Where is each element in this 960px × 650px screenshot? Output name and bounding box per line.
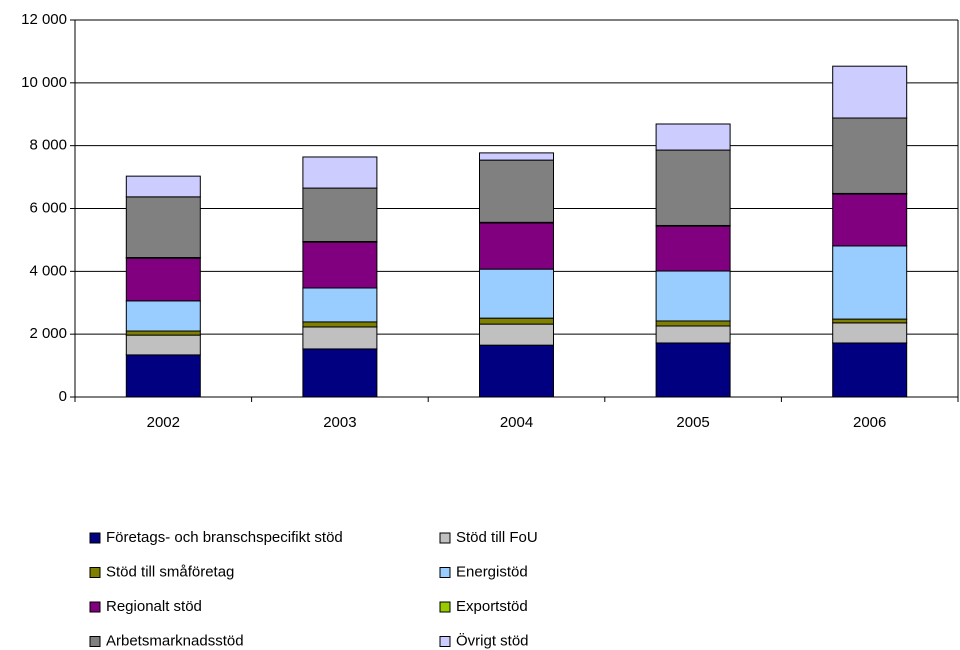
bar-segment (479, 344, 554, 398)
bar-segment (302, 241, 378, 289)
legend-label: Stöd till FoU (456, 529, 538, 546)
legend-label: Regionalt stöd (106, 598, 202, 615)
bar-segment (125, 175, 201, 198)
bar-segment (125, 354, 201, 398)
bar-segment (655, 320, 731, 327)
bar-segment (832, 322, 908, 344)
legend-label: Företags- och branschspecifikt stöd (106, 529, 343, 546)
legend-label: Energistöd (456, 563, 528, 580)
bar-segment (302, 321, 378, 328)
y-tick-label: 4 000 (29, 262, 67, 279)
y-tick-label: 2 000 (29, 325, 67, 342)
x-tick-label: 2004 (500, 414, 533, 431)
x-tick-label: 2003 (323, 414, 356, 431)
bar-segment (479, 152, 554, 161)
y-tick-label: 10 000 (21, 74, 67, 91)
bar-segment (479, 222, 554, 270)
bar-segment (125, 257, 201, 302)
legend-label: Arbetsmarknadsstöd (106, 632, 244, 649)
bar-segment (832, 342, 908, 398)
bar-segment (832, 117, 908, 194)
bar-segment (832, 65, 908, 119)
legend-swatch (89, 532, 101, 544)
bar-segment (832, 318, 908, 324)
bar-segment (302, 348, 378, 398)
bar-segment (655, 325, 731, 344)
bar-segment (125, 334, 201, 356)
bar-segment (655, 225, 731, 272)
bar-segment (655, 270, 731, 322)
bar-segment (479, 317, 554, 325)
y-tick-label: 12 000 (21, 11, 67, 28)
bar-segment (302, 326, 378, 350)
bar-segment (302, 187, 378, 242)
y-tick-label: 8 000 (29, 137, 67, 154)
legend-label: Exportstöd (456, 598, 528, 615)
bar-segment (655, 123, 731, 151)
legend-swatch (439, 601, 451, 613)
legend-label: Stöd till småföretag (106, 563, 234, 580)
legend-swatch (439, 532, 451, 544)
bar-segment (302, 156, 378, 189)
bar-segment (479, 323, 554, 346)
legend-label: Övrigt stöd (456, 631, 529, 649)
y-tick-label: 6 000 (29, 199, 67, 216)
legend-swatch (89, 601, 101, 613)
bar-segment (479, 159, 554, 223)
bar-segment (832, 193, 908, 247)
bar-segment (302, 287, 378, 323)
bar-segment (125, 330, 201, 336)
bar-segment (479, 268, 554, 319)
bar-segment (125, 300, 201, 332)
x-tick-label: 2002 (147, 414, 180, 431)
legend-swatch (89, 636, 101, 647)
bar-segment (832, 245, 908, 320)
x-tick-label: 2006 (853, 414, 886, 431)
legend-swatch (439, 567, 451, 578)
legend-swatch (89, 567, 101, 578)
bar-segment (655, 342, 731, 398)
bar-segment (655, 149, 731, 226)
x-tick-label: 2005 (676, 414, 709, 431)
legend-swatch (439, 636, 451, 647)
y-tick-label: 0 (59, 388, 67, 405)
bar-segment (125, 196, 201, 259)
